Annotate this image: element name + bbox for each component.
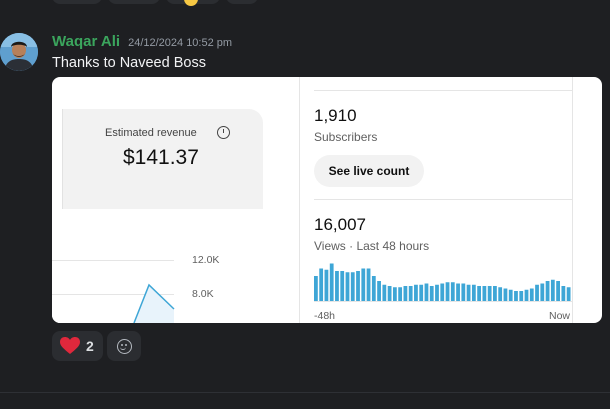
previous-message-reactions xyxy=(52,0,258,6)
add-reaction-button[interactable] xyxy=(107,331,141,361)
views-bar xyxy=(440,283,445,301)
views-bar xyxy=(371,276,376,301)
views-bar xyxy=(461,283,466,301)
revenue-value: $141.37 xyxy=(123,146,199,169)
views-bar xyxy=(508,289,513,301)
chart-axis xyxy=(314,301,572,302)
views-bar xyxy=(540,283,545,301)
subscribers-label: Subscribers xyxy=(314,130,378,144)
views-bar xyxy=(487,286,492,301)
views-bar xyxy=(424,283,429,301)
previous-reaction-chip[interactable] xyxy=(52,0,102,4)
info-icon xyxy=(217,126,230,139)
username[interactable]: Waqar Ali xyxy=(52,33,121,50)
divider xyxy=(572,77,573,323)
heart-reaction[interactable]: 2 xyxy=(52,331,103,361)
views-bar xyxy=(387,286,392,301)
reaction-bar: 2 xyxy=(52,331,141,361)
gridline xyxy=(52,260,174,261)
views-bar xyxy=(408,286,413,301)
views-bar xyxy=(398,287,403,301)
divider xyxy=(0,392,610,393)
revenue-line xyxy=(133,283,175,323)
emoji-face-icon xyxy=(184,0,198,6)
revenue-chart: 12.0K 8.0K xyxy=(52,209,264,323)
views-bar xyxy=(545,281,550,301)
reaction-count: 2 xyxy=(86,338,94,354)
views-bar xyxy=(403,286,408,301)
heart-icon xyxy=(60,337,80,354)
message-text: Thanks to Naveed Boss xyxy=(52,55,206,71)
views-bar xyxy=(561,286,566,301)
views-bar xyxy=(366,268,371,301)
views-bar xyxy=(482,286,487,301)
views-bar xyxy=(435,284,439,301)
revenue-tick-label: 8.0K xyxy=(192,288,214,300)
views-bar xyxy=(471,284,476,301)
views-bar xyxy=(456,283,460,301)
views-bar xyxy=(429,286,434,301)
see-live-count-button[interactable]: See live count xyxy=(314,155,424,187)
divider xyxy=(314,90,572,91)
axis-start-label: -48h xyxy=(314,310,336,322)
avatar-photo-icon xyxy=(0,33,38,71)
views-bar xyxy=(382,284,387,301)
views-bar xyxy=(361,268,366,301)
views-bar xyxy=(419,284,424,301)
views-label: Views · Last 48 hours xyxy=(314,239,430,253)
views-bar xyxy=(356,271,360,301)
views-bar xyxy=(314,276,318,301)
views-bar xyxy=(392,287,397,301)
previous-reaction-chip[interactable] xyxy=(226,0,258,4)
views-bar xyxy=(345,272,350,301)
views-bar xyxy=(550,279,555,301)
views-bar xyxy=(519,291,524,301)
views-bar xyxy=(445,282,450,301)
views-bar xyxy=(329,263,334,301)
views-bar xyxy=(493,286,497,301)
views-bar xyxy=(498,287,503,301)
gridline xyxy=(52,294,174,295)
views-bar xyxy=(450,282,455,301)
views-bar xyxy=(524,289,529,301)
divider xyxy=(314,199,572,200)
revenue-label: Estimated revenue xyxy=(105,127,197,139)
views-bar xyxy=(335,271,339,301)
axis-end-label: Now xyxy=(549,310,571,322)
views-bar xyxy=(340,271,345,301)
revenue-card: Estimated revenue $141.37 xyxy=(62,109,263,209)
views-bar xyxy=(324,269,329,301)
views-value: 16,007 xyxy=(314,215,366,234)
views-bar xyxy=(319,268,324,301)
views-bar xyxy=(377,281,381,301)
views-bar xyxy=(535,284,539,301)
add-reaction-icon xyxy=(116,338,132,354)
subscribers-value: 1,910 xyxy=(314,106,357,125)
revenue-line-chart xyxy=(133,283,175,323)
views-bar xyxy=(529,288,534,301)
views-bar xyxy=(466,284,471,301)
views-bar xyxy=(503,288,508,301)
views-bar-chart xyxy=(314,263,571,301)
views-bar xyxy=(414,284,418,301)
views-bar xyxy=(566,287,571,301)
revenue-tick-label: 12.0K xyxy=(192,254,220,266)
views-bar xyxy=(477,286,482,301)
revenue-area xyxy=(134,285,174,323)
views-bar xyxy=(350,272,355,301)
previous-reaction-chip[interactable] xyxy=(166,0,220,6)
views-bar xyxy=(514,291,518,301)
image-attachment[interactable]: Estimated revenue $141.37 12.0K 8.0K 1,9… xyxy=(52,77,602,323)
views-bar xyxy=(556,281,560,301)
panel-divider xyxy=(299,77,300,323)
message-header: Waqar Ali 24/12/2024 10:52 pm xyxy=(52,33,232,50)
timestamp: 24/12/2024 10:52 pm xyxy=(128,37,233,49)
previous-reaction-chip[interactable] xyxy=(108,0,160,4)
avatar[interactable] xyxy=(0,33,38,71)
